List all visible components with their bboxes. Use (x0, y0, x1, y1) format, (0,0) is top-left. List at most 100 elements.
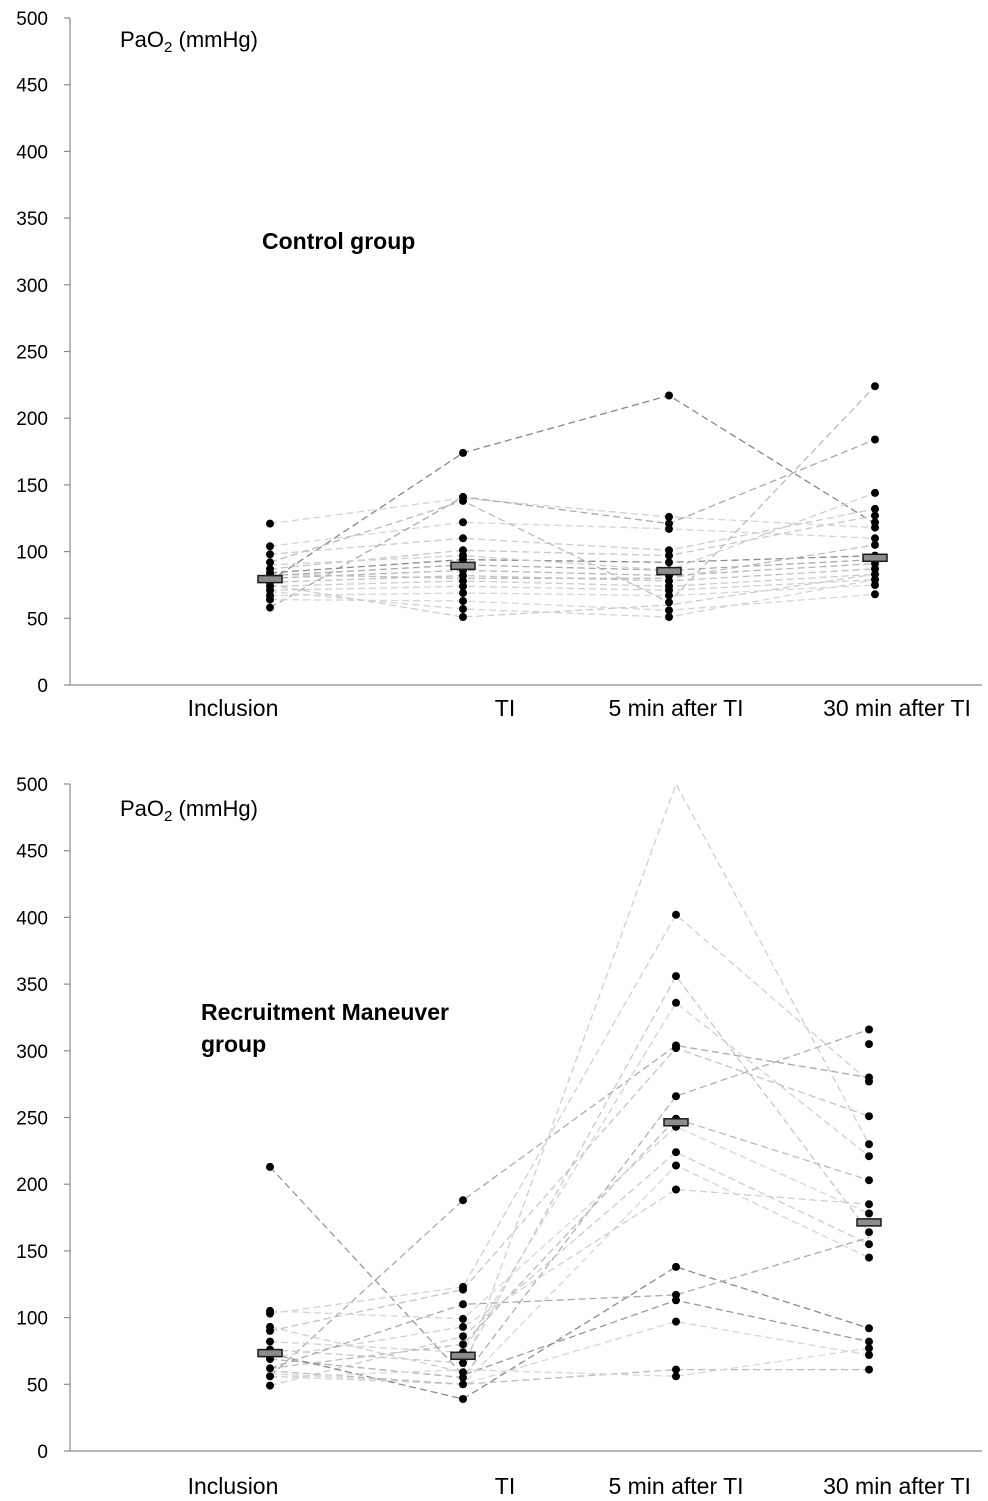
data-point (459, 534, 467, 543)
data-point (665, 613, 673, 621)
patient-line (269, 578, 876, 591)
data-point (665, 558, 673, 567)
patient-line (269, 593, 876, 611)
patient-line (269, 578, 876, 618)
patient-line (269, 1001, 870, 1353)
y-tick-label: 150 (16, 1242, 48, 1263)
data-point (266, 1326, 274, 1335)
patient-line (269, 1166, 870, 1376)
data-point (672, 972, 680, 981)
median-marker (656, 566, 682, 576)
data-point (865, 1200, 873, 1209)
data-point (266, 558, 274, 567)
panel-control-group: Control group PaO2 (mmHg) 0 50 100 150 200 25… (16, 9, 982, 721)
data-point (871, 435, 879, 444)
data-point (672, 998, 680, 1007)
data-point (266, 1372, 274, 1381)
data-point (672, 1365, 680, 1374)
y-tick-label: 200 (16, 1175, 48, 1196)
data-point (865, 1112, 873, 1121)
data-point (865, 1240, 873, 1249)
x-category-label: 5 min after TI (608, 1473, 743, 1499)
data-point (665, 598, 673, 607)
data-point (672, 910, 680, 919)
y-axis-label: PaO2 (mmHg) (120, 796, 258, 825)
data-point (871, 540, 879, 549)
patient-line (269, 1118, 870, 1369)
data-point (871, 382, 879, 391)
data-point (672, 1372, 680, 1381)
y-tick-label: 400 (16, 908, 48, 929)
x-category-label: 30 min after TI (823, 1473, 971, 1499)
y-tick-label: 250 (16, 343, 48, 364)
data-point (871, 504, 879, 513)
patient-line (269, 508, 876, 555)
data-point (871, 581, 879, 589)
data-point (459, 1359, 467, 1367)
data-point (865, 1351, 873, 1359)
data-point (865, 1324, 873, 1333)
data-point (665, 591, 673, 600)
patient-line (269, 782, 870, 1374)
data-point (672, 1262, 680, 1271)
data-point (871, 488, 879, 497)
data-point (459, 1300, 467, 1309)
panel-title: Recruitment Maneuver group (201, 999, 455, 1057)
data-point (459, 589, 467, 597)
data-point (459, 597, 467, 605)
patient-line (269, 1044, 870, 1377)
y-tick-label: 400 (16, 142, 48, 163)
data-point (665, 606, 673, 615)
data-point (865, 1209, 873, 1218)
data-point (871, 534, 879, 543)
data-point (266, 1309, 274, 1318)
data-point (459, 1322, 467, 1331)
data-point (871, 511, 879, 520)
data-point (865, 1176, 873, 1185)
y-tick-label: 0 (37, 676, 48, 697)
y-tick-label: 350 (16, 209, 48, 230)
patient-line (269, 1347, 870, 1379)
data-point (459, 1314, 467, 1323)
patient-line (269, 1164, 870, 1385)
y-tick-label: 500 (16, 9, 48, 30)
y-tick-label: 50 (27, 1375, 48, 1396)
patient-line (269, 1047, 870, 1332)
data-point (459, 1332, 467, 1341)
data-point (665, 512, 673, 521)
data-point (665, 391, 673, 400)
x-category-label: TI (495, 1473, 515, 1499)
data-point (865, 1365, 873, 1374)
panel-title: Control group (262, 228, 415, 254)
data-point (865, 1344, 873, 1353)
data-point (672, 1317, 680, 1326)
median-marker (663, 1118, 689, 1127)
patient-line (269, 1236, 870, 1369)
data-point (672, 1185, 680, 1194)
data-point (865, 1077, 873, 1086)
data-point (459, 1380, 467, 1389)
data-point (459, 1196, 467, 1205)
y-tick-label: 100 (16, 543, 48, 564)
data-point (266, 595, 274, 604)
patient-line (269, 492, 876, 571)
data-point (871, 590, 879, 599)
data-point (459, 1373, 467, 1382)
data-point (459, 1395, 467, 1403)
data-point (266, 1162, 274, 1171)
data-point (266, 1364, 274, 1373)
y-tick-label: 250 (16, 1109, 48, 1130)
x-category-label: Inclusion (188, 1473, 279, 1499)
data-point (672, 1044, 680, 1053)
y-tick-label: 300 (16, 1042, 48, 1063)
data-point (459, 448, 467, 457)
patient-line (269, 1266, 870, 1400)
data-point (266, 1337, 274, 1346)
x-category-label: Inclusion (188, 695, 279, 721)
data-point (459, 613, 467, 621)
data-point (865, 1337, 873, 1346)
data-point (871, 523, 879, 532)
data-point (672, 1092, 680, 1101)
data-point (865, 1140, 873, 1149)
